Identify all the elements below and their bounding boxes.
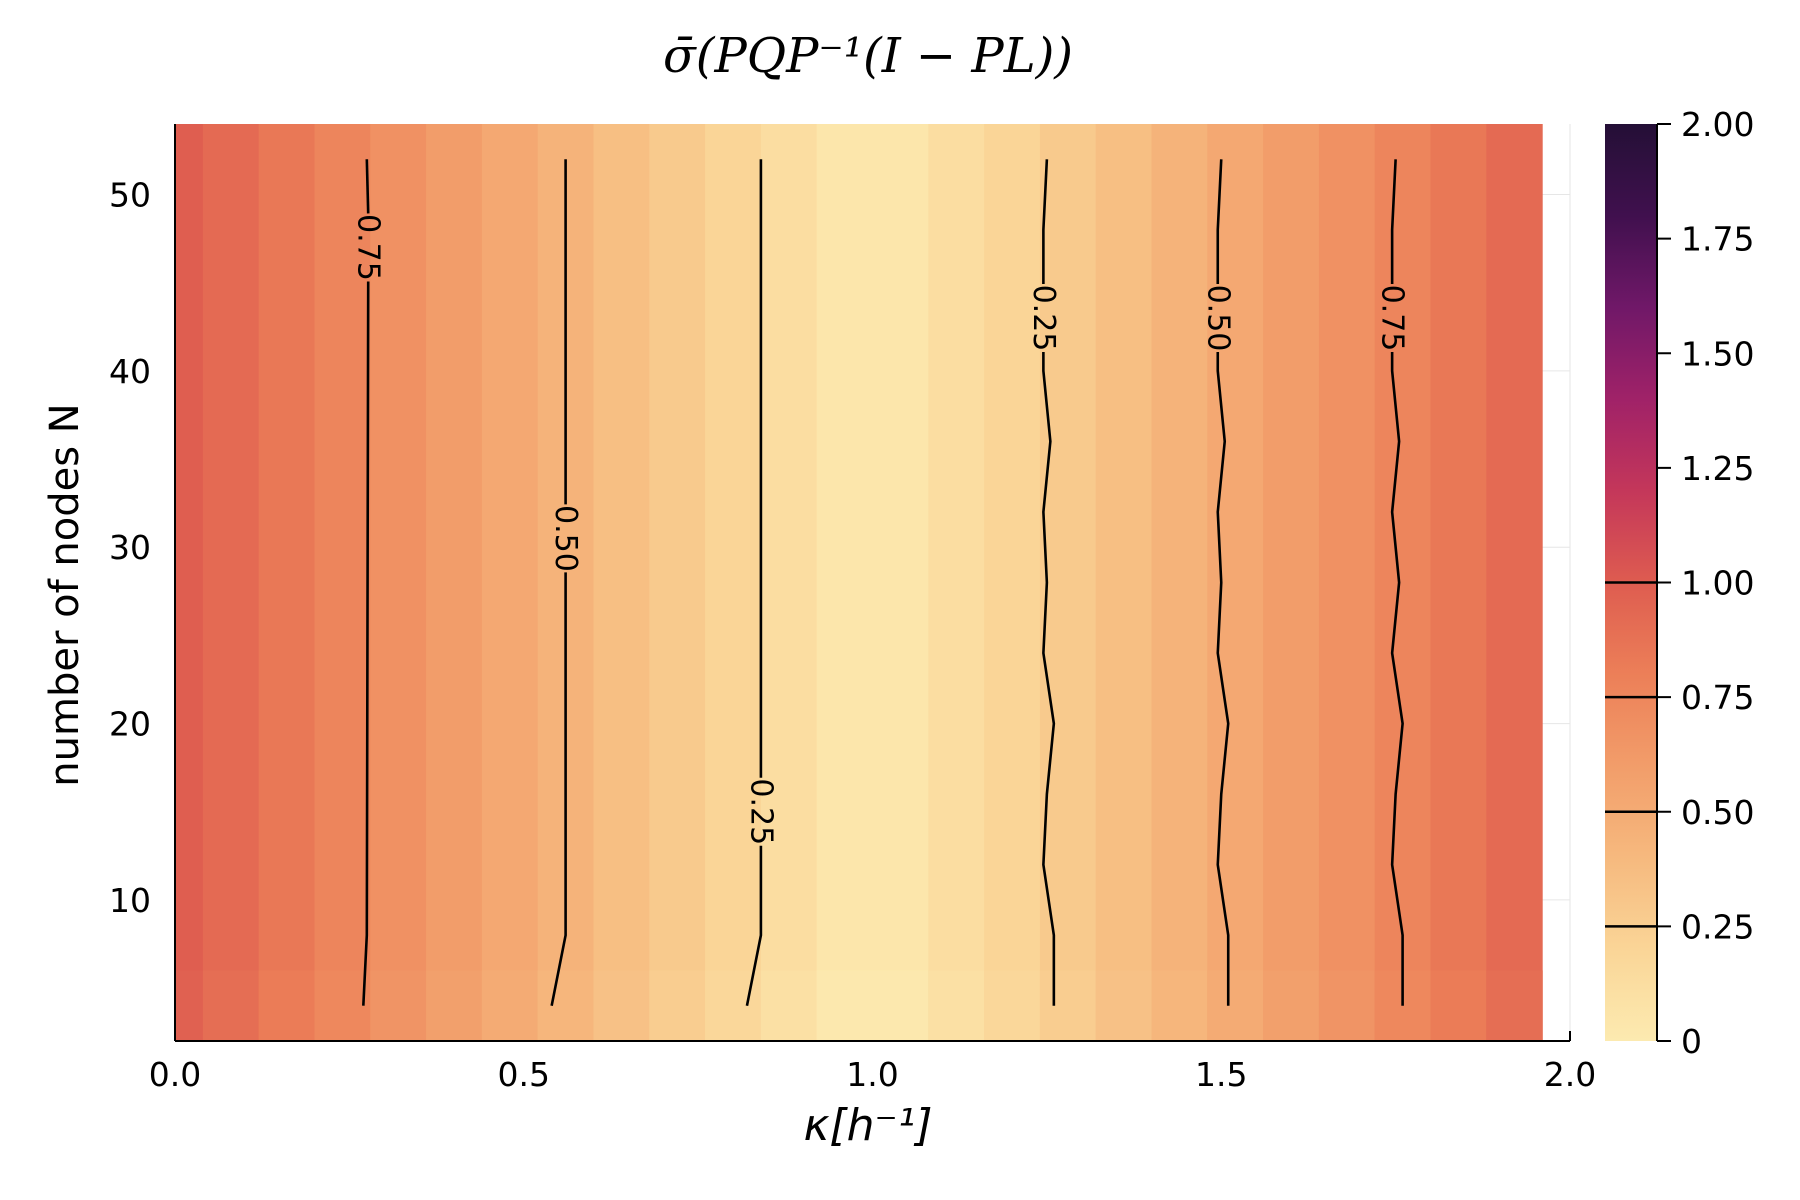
- heatmap-cell: [1207, 970, 1264, 1041]
- heatmap-cell: [258, 124, 316, 1041]
- heatmap-cell: [314, 970, 371, 1041]
- contour-label: 0.75: [1375, 285, 1410, 352]
- x-tick-label: 1.0: [846, 1055, 898, 1094]
- heatmap-cell: [984, 970, 1041, 1041]
- contour-line: [1042, 159, 1049, 284]
- contour-line: [365, 159, 370, 214]
- colorbar-tick-label: 1.50: [1681, 334, 1754, 373]
- colorbar-tick-label: 2.00: [1681, 105, 1754, 144]
- heatmap-cell: [928, 970, 985, 1041]
- heatmap-cell: [1095, 970, 1153, 1041]
- heatmap-cell: [202, 124, 260, 1041]
- contour-label: 0.25: [743, 778, 778, 845]
- x-axis-label: κ[h⁻¹]: [803, 1100, 932, 1151]
- heatmap-cell: [1207, 124, 1264, 1041]
- x-tick-label: 0.5: [498, 1055, 550, 1094]
- y-tick-label: 20: [109, 705, 151, 744]
- y-tick-label: 30: [109, 528, 151, 567]
- y-axis-label: number of nodes N: [42, 403, 88, 786]
- colorbar: 0 0.25 0.50 0.75 1.00 1.25 1.50 1.75 2.00: [1605, 105, 1754, 1061]
- heatmap-cell: [537, 970, 595, 1041]
- heatmap-cell: [314, 124, 371, 1041]
- colorbar-tick-label: 0.75: [1681, 678, 1754, 717]
- contour-line: [550, 572, 567, 1006]
- heatmap-cell: [649, 124, 706, 1041]
- heatmap-cell: [426, 970, 483, 1041]
- colorbar-tick-label: 0: [1681, 1022, 1702, 1061]
- heatmap-cell: [872, 970, 929, 1041]
- heatmap-cell: [1151, 970, 1208, 1041]
- heatmap-cell: [872, 124, 929, 1041]
- heatmap-cell: [760, 124, 818, 1041]
- heatmap-cell: [175, 970, 204, 1041]
- contour-label: 0.25: [1026, 285, 1061, 352]
- colorbar-tick-label: 1.00: [1681, 564, 1754, 603]
- heatmap-cell: [1318, 124, 1376, 1041]
- heatmap-cell: [370, 124, 427, 1041]
- heatmap-cell: [984, 124, 1041, 1041]
- heatmap-cell: [258, 970, 316, 1041]
- heatmap-cell: [1318, 970, 1376, 1041]
- contour-line: [1042, 351, 1056, 1006]
- contour-label: 0.75: [351, 214, 386, 281]
- x-tick-label: 2.0: [1544, 1055, 1596, 1094]
- plot-axes: [174, 124, 1571, 1042]
- heatmap-cell: [1095, 124, 1153, 1041]
- heatmap-cell: [1486, 124, 1543, 1041]
- heatmap-cell: [426, 124, 483, 1041]
- heatmap-cell: [816, 124, 874, 1041]
- x-tick-labels: 0.0 0.5 1.0 1.5 2.0: [149, 1055, 1596, 1094]
- heatmap-cell: [175, 124, 204, 1041]
- chart-title: σ̄(PQP⁻¹(I − PL)): [663, 28, 1073, 84]
- contour-lines: 0.75 0.50 0.25 0.25 0.50 0.75: [351, 159, 1410, 1006]
- y-tick-label: 40: [109, 352, 151, 391]
- contour-line: [1216, 351, 1230, 1006]
- colorbar-tick-label: 1.75: [1681, 220, 1754, 259]
- heatmap-cell: [481, 124, 539, 1041]
- x-tick-label: 1.5: [1195, 1055, 1247, 1094]
- contour-line: [1390, 351, 1404, 1006]
- heatmap-cell: [1430, 124, 1487, 1041]
- heatmap-cells: [175, 124, 1543, 1041]
- heatmap-cell: [1430, 970, 1487, 1041]
- contour-line: [1390, 159, 1397, 284]
- heatmap-cell: [1486, 970, 1543, 1041]
- heatmap-cell: [481, 970, 539, 1041]
- contour-label: 0.50: [1200, 285, 1235, 352]
- contour-line: [1216, 159, 1223, 284]
- colorbar-tick-label: 1.25: [1681, 449, 1754, 488]
- heatmap-cell: [760, 970, 818, 1041]
- heatmap-cell: [928, 124, 985, 1041]
- heatmap-cell: [705, 124, 762, 1041]
- contour-line: [362, 281, 370, 1006]
- heatmap-cell: [1151, 124, 1208, 1041]
- heatmap-cell: [816, 970, 874, 1041]
- heatmap-cell: [1039, 970, 1097, 1041]
- y-tick-label: 50: [109, 176, 151, 215]
- heatmap-cell: [593, 124, 650, 1041]
- heatmap-cell: [1039, 124, 1097, 1041]
- contour-label: 0.50: [548, 505, 583, 572]
- heatmap-cell: [1263, 970, 1320, 1041]
- colorbar-tick-label: 0.50: [1681, 793, 1754, 832]
- contour-line: [745, 845, 763, 1006]
- y-tick-label: 10: [109, 881, 151, 920]
- x-tick-label: 0.0: [149, 1055, 201, 1094]
- heatmap-cell: [593, 970, 650, 1041]
- y-tick-labels: 10 20 30 40 50: [109, 176, 151, 920]
- colorbar-tick-label: 0.25: [1681, 907, 1754, 946]
- heatmap-cell: [370, 970, 427, 1041]
- heatmap-cell: [202, 970, 260, 1041]
- heatmap-cell: [1374, 124, 1432, 1041]
- heatmap-cell: [1263, 124, 1320, 1041]
- heatmap-cell: [649, 970, 706, 1041]
